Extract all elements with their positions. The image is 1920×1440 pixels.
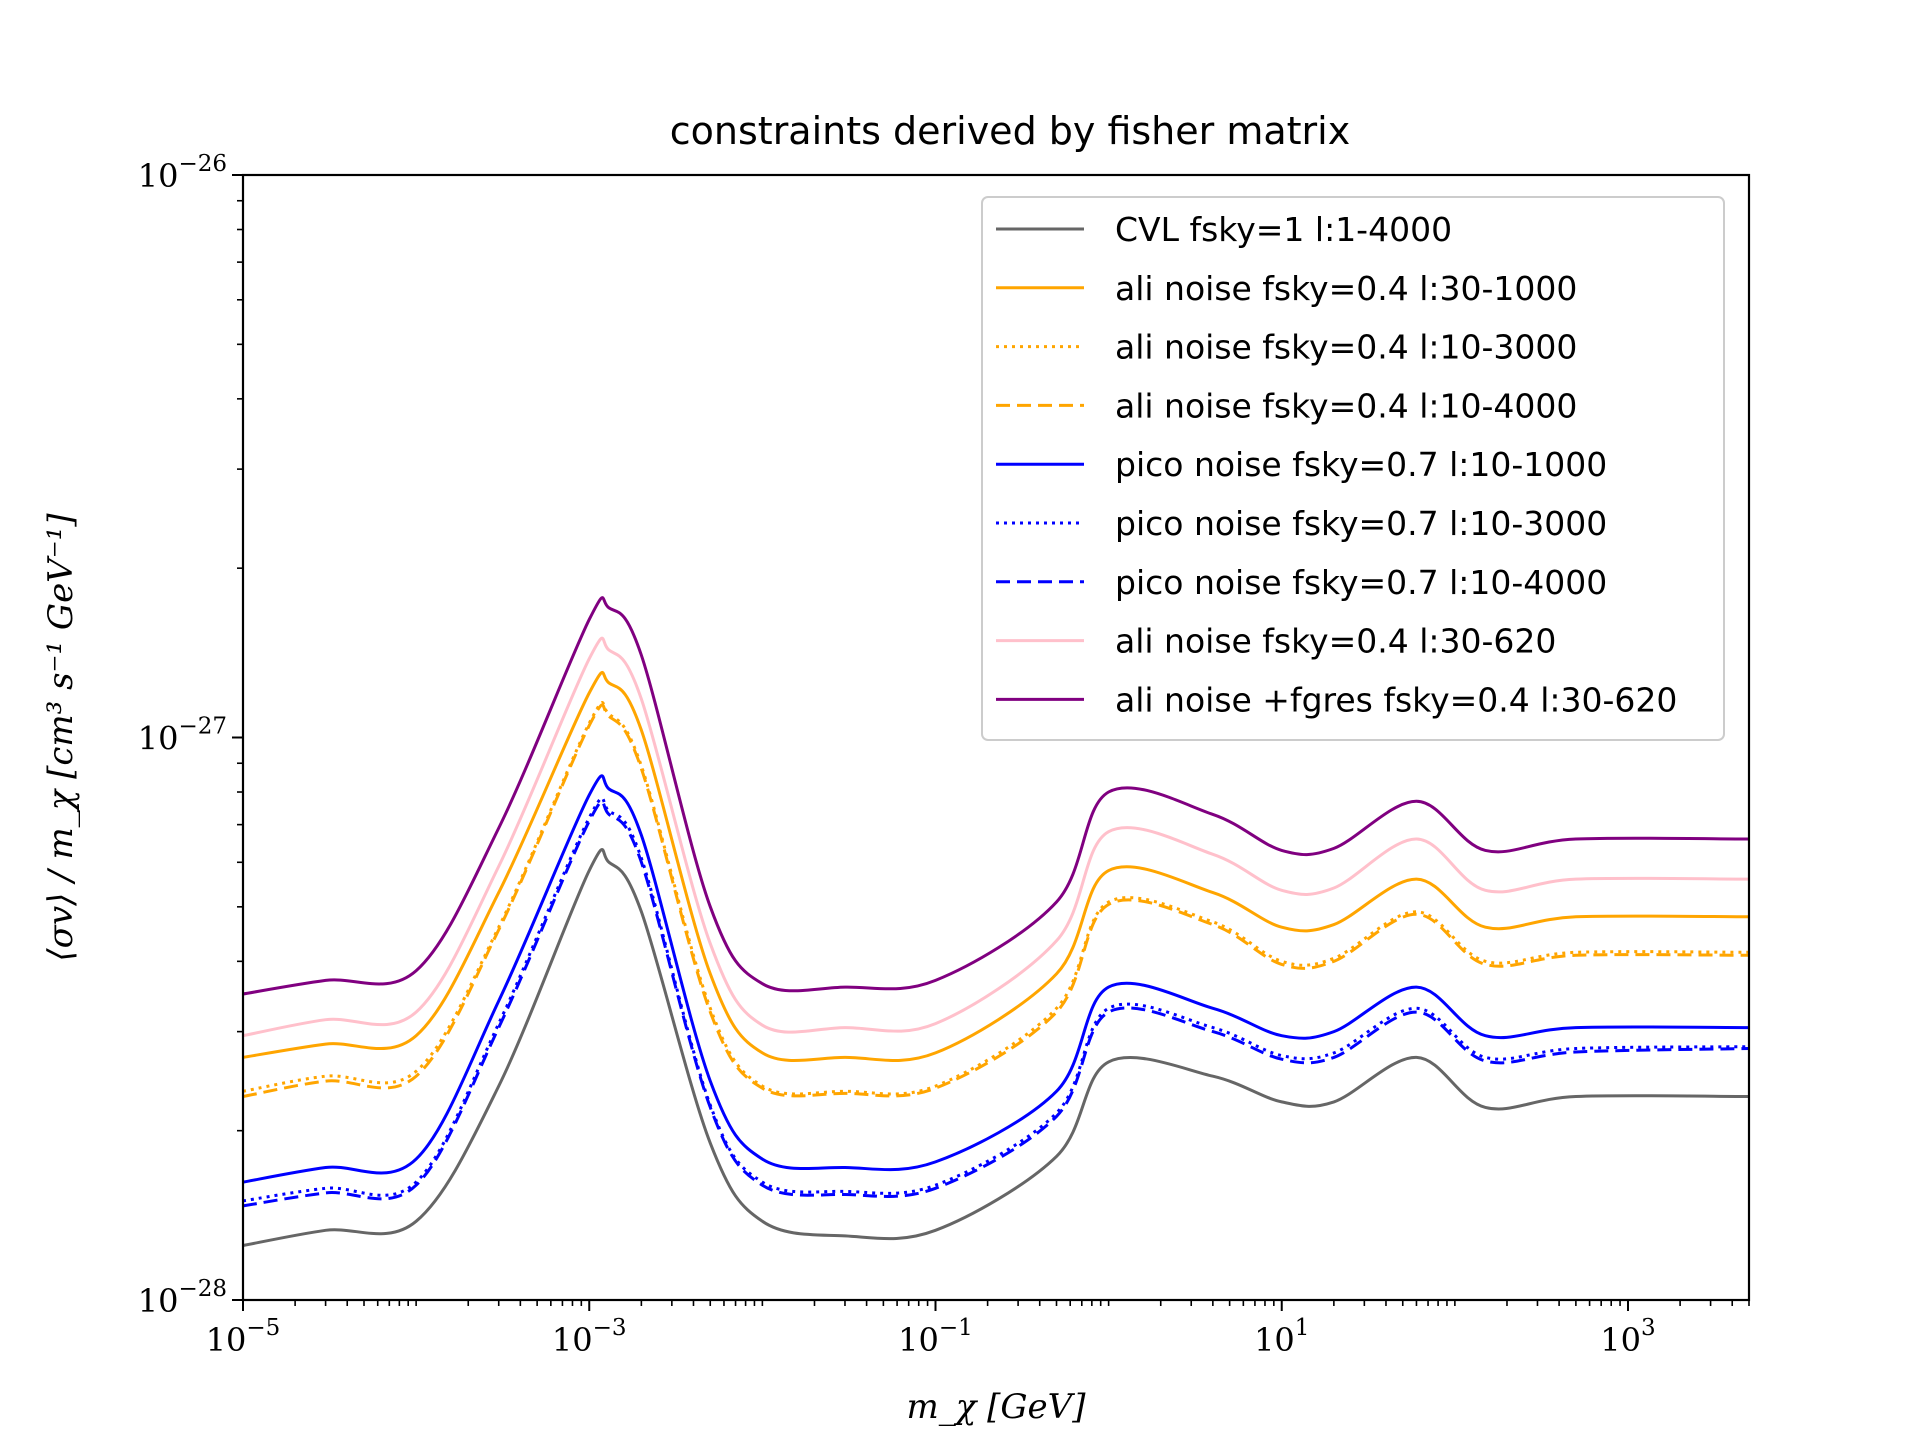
x-axis: 10−5 10−3 10−1 101 103	[206, 1300, 1750, 1359]
chart-title: constraints derived by fisher matrix	[670, 109, 1350, 153]
legend: CVL fsky=1 l:1-4000 ali noise fsky=0.4 l:…	[981, 196, 1725, 741]
x-tick-label: 10−3	[552, 1315, 627, 1359]
x-tick-label: 10−5	[206, 1315, 281, 1359]
series-line-6	[242, 796, 1750, 1203]
series-line-9	[242, 596, 1750, 996]
y-axis-label-text: ⟨σv⟩ / m_χ [cm³ s⁻¹ GeV⁻¹]	[41, 513, 81, 962]
series-line-1	[242, 848, 1750, 1247]
y-tick-label: 10−26	[138, 151, 227, 195]
series-layer	[242, 596, 1750, 1247]
y-axis: 10−28 10−27 10−26	[138, 151, 243, 1320]
legend-label: pico noise fsky=0.7 l:10-3000	[1115, 504, 1607, 543]
legend-label: ali noise fsky=0.4 l:30-1000	[1115, 269, 1577, 308]
y-axis-label: ⟨σv⟩ / m_χ [cm³ s⁻¹ GeV⁻¹]	[41, 513, 81, 962]
series-line-5	[242, 774, 1750, 1184]
x-tick-label: 10−1	[898, 1315, 973, 1359]
legend-label: ali noise fsky=0.4 l:10-4000	[1115, 386, 1577, 425]
series-line-8	[242, 636, 1750, 1038]
x-tick-label: 103	[1600, 1315, 1655, 1359]
legend-box	[981, 196, 1725, 741]
legend-label: ali noise fsky=0.4 l:10-3000	[1115, 328, 1577, 367]
legend-label: ali noise fsky=0.4 l:30-620	[1115, 622, 1556, 661]
legend-label: ali noise +fgres fsky=0.4 l:30-620	[1115, 680, 1677, 719]
series-line-2	[242, 670, 1750, 1062]
legend-label: pico noise fsky=0.7 l:10-4000	[1115, 563, 1607, 602]
legend-label: pico noise fsky=0.7 l:10-1000	[1115, 445, 1607, 484]
y-tick-label: 10−27	[138, 714, 227, 758]
series-line-7	[242, 799, 1750, 1208]
series-line-4	[242, 703, 1750, 1098]
x-tick-label: 101	[1254, 1315, 1309, 1359]
y-tick-label: 10−28	[138, 1276, 227, 1320]
x-axis-label-text: m_χ [GeV]	[906, 1387, 1086, 1427]
x-axis-label: m_χ [GeV]	[906, 1387, 1086, 1427]
legend-label: CVL fsky=1 l:1-4000	[1115, 210, 1452, 249]
